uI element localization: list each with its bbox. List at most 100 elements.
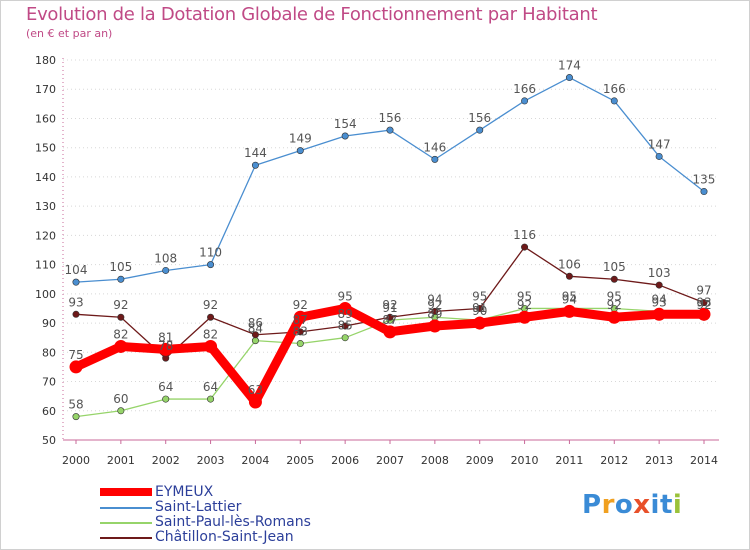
logo-letter: x <box>633 490 651 520</box>
data-label: 156 <box>468 111 491 125</box>
x-tick-label: 2014 <box>690 454 718 467</box>
data-label: 110 <box>199 246 222 260</box>
data-point <box>114 339 128 353</box>
data-label: 58 <box>68 398 83 412</box>
logo-letter: r <box>601 490 615 520</box>
y-tick-label: 80 <box>42 346 56 359</box>
data-point <box>207 261 215 269</box>
legend-swatch-saint-lattier <box>100 507 152 509</box>
data-point <box>697 307 711 321</box>
x-tick-label: 2008 <box>421 454 449 467</box>
y-tick-label: 60 <box>42 405 56 418</box>
data-label: 92 <box>113 298 128 312</box>
y-tick-label: 110 <box>35 259 56 272</box>
data-point <box>610 97 618 105</box>
x-tick-label: 2010 <box>511 454 539 467</box>
data-point <box>565 272 573 280</box>
data-label: 75 <box>68 348 83 362</box>
data-label: 86 <box>248 316 263 330</box>
x-tick-label: 2002 <box>152 454 180 467</box>
data-label: 89 <box>338 307 353 321</box>
logo-letter: o <box>614 490 634 520</box>
data-point <box>117 313 125 321</box>
data-label: 93 <box>696 295 711 309</box>
data-label: 92 <box>382 298 397 312</box>
data-point <box>338 301 352 315</box>
legend-label-eymeux: EYMEUX <box>155 484 214 500</box>
data-point <box>652 307 666 321</box>
data-point <box>518 310 532 324</box>
legend-label-saint-paul: Saint-Paul-lès-Romans <box>155 514 311 530</box>
data-label: 95 <box>517 289 532 303</box>
data-label: 87 <box>382 313 397 327</box>
y-tick-label: 100 <box>35 288 56 301</box>
data-label: 95 <box>472 289 487 303</box>
y-tick-label: 130 <box>35 200 56 213</box>
data-point <box>296 147 304 155</box>
data-point <box>431 307 439 315</box>
data-point <box>162 266 170 274</box>
data-point <box>431 155 439 163</box>
data-point <box>428 319 442 333</box>
data-label: 95 <box>338 289 353 303</box>
data-label: 63 <box>248 383 263 397</box>
data-label: 147 <box>648 137 671 151</box>
chart-subtitle: (en € et par an) <box>26 27 113 40</box>
data-label: 64 <box>158 380 173 394</box>
data-point <box>655 152 663 160</box>
y-tick-label: 70 <box>42 376 56 389</box>
data-label: 108 <box>154 251 177 265</box>
data-point <box>655 281 663 289</box>
data-label: 144 <box>244 146 267 160</box>
data-point <box>521 243 529 251</box>
x-tick-label: 2009 <box>466 454 494 467</box>
data-label: 105 <box>109 260 132 274</box>
data-label: 166 <box>603 82 626 96</box>
data-label: 94 <box>562 292 577 306</box>
data-label: 64 <box>203 380 218 394</box>
legend-swatch-eymeux <box>100 488 152 496</box>
data-label: 95 <box>607 289 622 303</box>
plot-area <box>63 60 719 440</box>
data-label: 146 <box>423 140 446 154</box>
data-label: 82 <box>203 327 218 341</box>
data-point <box>251 161 259 169</box>
data-point <box>72 310 80 318</box>
legend-label-chatillon: Châtillon-Saint-Jean <box>155 529 294 545</box>
x-tick-label: 2011 <box>555 454 583 467</box>
data-label: 166 <box>513 82 536 96</box>
y-tick-label: 120 <box>35 229 56 242</box>
data-label: 149 <box>289 132 312 146</box>
data-point <box>607 310 621 324</box>
legend-swatch-chatillon <box>100 537 152 539</box>
data-label: 82 <box>113 327 128 341</box>
data-point <box>700 188 708 196</box>
data-label: 93 <box>68 295 83 309</box>
x-tick-label: 2012 <box>600 454 628 467</box>
data-point <box>117 275 125 283</box>
y-tick-label: 170 <box>35 83 56 96</box>
data-label: 90 <box>472 304 487 318</box>
data-label: 60 <box>113 392 128 406</box>
legend-label-saint-lattier: Saint-Lattier <box>155 499 242 515</box>
data-point <box>207 395 215 403</box>
data-point <box>72 278 80 286</box>
data-label: 106 <box>558 257 581 271</box>
y-tick-label: 90 <box>42 317 56 330</box>
data-point <box>521 97 529 105</box>
data-label: 93 <box>652 295 667 309</box>
x-tick-label: 2001 <box>107 454 135 467</box>
data-label: 156 <box>379 111 402 125</box>
data-point <box>248 395 262 409</box>
data-label: 104 <box>65 263 88 277</box>
logo-letter: i <box>672 490 683 520</box>
logo-letter: P <box>582 490 602 520</box>
y-tick-label: 50 <box>42 434 56 447</box>
data-point <box>386 313 394 321</box>
logo-letter: t <box>659 490 673 520</box>
data-label: 97 <box>696 284 711 298</box>
data-point <box>610 275 618 283</box>
data-point <box>476 126 484 134</box>
data-label: 87 <box>293 313 308 327</box>
data-point <box>207 313 215 321</box>
